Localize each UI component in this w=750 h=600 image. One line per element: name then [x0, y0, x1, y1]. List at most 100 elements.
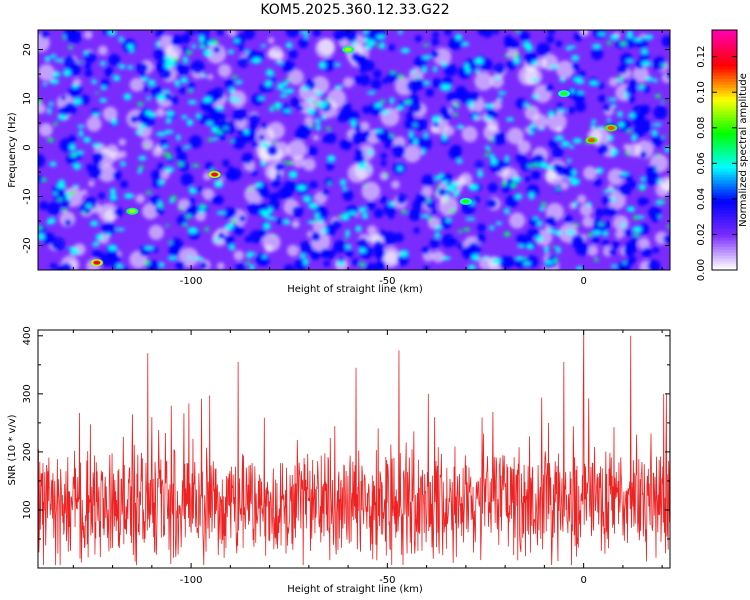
heat-blob-high: [510, 183, 517, 188]
colorbar-band: [712, 264, 737, 268]
heatmap-frame: [37, 29, 671, 271]
colorbar-gradient: [712, 30, 737, 271]
heat-blob-mid: [213, 181, 224, 188]
heat-blob-mid: [357, 163, 366, 171]
heat-blob-mid: [477, 170, 484, 178]
heat-blob-low: [384, 142, 391, 149]
heat-blob-mid: [607, 135, 614, 142]
heat-blob-mid: [397, 166, 403, 172]
heat-blob-mid: [619, 171, 629, 176]
colorbar-band: [712, 117, 737, 121]
heat-blob-low: [216, 30, 224, 36]
heat-blob-mid: [586, 201, 592, 208]
heat-trough: [517, 140, 531, 154]
heat-blob-low: [373, 208, 384, 219]
heat-blob-low: [258, 229, 267, 238]
heat-blob-mid: [358, 248, 367, 253]
heat-blob-mid: [342, 212, 350, 217]
heatmap-field: [38, 30, 670, 270]
heat-blob-mid: [211, 126, 218, 133]
heat-trough: [461, 126, 478, 143]
heat-trough: [86, 116, 102, 132]
heat-blob-low: [547, 30, 556, 35]
heat-trough: [583, 166, 597, 181]
heat-blob-mid: [572, 169, 577, 177]
heat-blob-low: [67, 86, 80, 99]
colorbar-band: [712, 204, 737, 208]
heat-blob-low: [379, 195, 388, 204]
heat-blob-high: [183, 223, 188, 227]
heat-blob-mid: [116, 263, 124, 269]
heat-blob-mid: [350, 119, 357, 127]
heat-blob-mid: [380, 42, 386, 50]
heat-blob-high: [554, 187, 562, 191]
heat-blob-low: [456, 242, 464, 250]
heat-blob-mid: [63, 69, 71, 77]
heatmap-y-tick-label: 0: [22, 144, 33, 150]
heat-blob-mid: [129, 48, 135, 53]
heat-blob-mid: [235, 80, 243, 85]
colorbar-band: [712, 105, 737, 109]
heat-blob-low: [223, 234, 235, 246]
heat-blob-mid: [455, 33, 463, 41]
colorbar-band: [712, 195, 737, 199]
heat-blob-low: [492, 131, 507, 146]
heat-blob-mid: [249, 264, 255, 270]
colorbar-frame: [711, 29, 738, 271]
heat-trough: [141, 138, 154, 151]
colorbar-band: [712, 249, 737, 253]
heat-blob-mid: [228, 49, 234, 55]
heat-trough: [38, 103, 46, 114]
heat-blob-mid: [653, 78, 658, 83]
heat-blob-mid: [544, 260, 554, 265]
heat-blob-high: [163, 152, 171, 156]
colorbar-band: [712, 30, 737, 34]
heat-blob-mid: [112, 74, 121, 82]
heat-blob-low: [526, 51, 537, 63]
heat-blob-low: [601, 239, 610, 247]
heat-trough: [432, 250, 445, 263]
heat-blob-low: [601, 196, 611, 206]
heat-blob-low: [431, 50, 440, 59]
heat-blob-high: [286, 160, 293, 166]
colorbar-band: [712, 120, 737, 124]
heat-blob-mid: [201, 73, 207, 79]
heat-blob-low: [232, 107, 247, 122]
heat-blob-mid: [640, 176, 646, 182]
heat-blob-mid: [182, 56, 189, 64]
heat-blob-mid: [314, 212, 320, 220]
heat-blob-high: [435, 191, 439, 195]
heat-blob-mid: [158, 179, 166, 185]
heat-blob-low: [170, 34, 183, 47]
heat-blob-low: [520, 159, 533, 172]
heat-blob-low: [268, 199, 280, 211]
heat-blob-mid: [485, 102, 494, 109]
heat-blob-low: [591, 47, 604, 61]
heat-trough: [438, 196, 459, 216]
heat-blob-low: [578, 70, 586, 78]
heat-blob-mid: [305, 98, 314, 102]
colorbar-band: [712, 243, 737, 247]
heat-blob-mid: [626, 59, 634, 63]
heat-blob-mid: [274, 101, 282, 109]
heat-blob-mid: [162, 145, 169, 149]
heat-blob-mid: [233, 39, 240, 43]
heat-blob-mid: [304, 34, 310, 39]
heat-blob-low: [632, 114, 646, 128]
colorbar-tick-label: 0.00: [696, 259, 707, 281]
heat-blob-mid: [527, 130, 535, 135]
heat-blob-mid: [257, 96, 266, 100]
heat-blob-mid: [617, 110, 623, 118]
colorbar-band: [712, 129, 737, 133]
heat-trough: [311, 76, 330, 95]
heat-blob-mid: [456, 124, 464, 130]
heat-trough: [361, 181, 381, 201]
heat-blob-mid: [176, 134, 181, 141]
heat-blob-mid: [590, 124, 596, 130]
heat-blob-mid: [202, 96, 212, 103]
heat-blob-mid: [198, 35, 205, 43]
heat-blob-mid: [556, 109, 567, 113]
heat-blob-mid: [505, 117, 514, 122]
